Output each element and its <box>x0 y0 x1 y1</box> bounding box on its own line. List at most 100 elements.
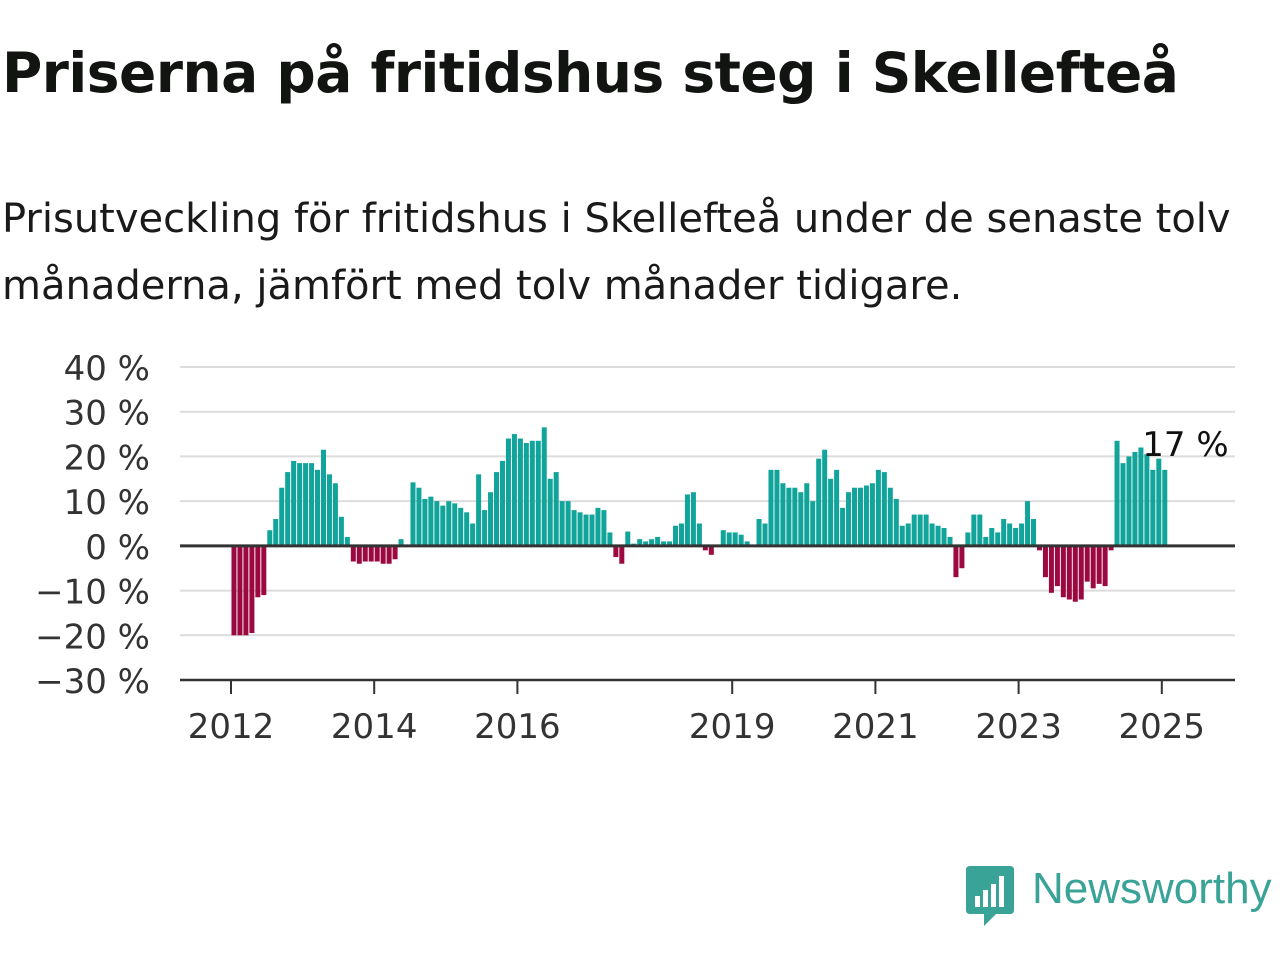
bar <box>774 469 780 546</box>
bar <box>1102 545 1108 587</box>
bar <box>601 510 607 546</box>
bar <box>1048 545 1054 593</box>
bar <box>523 443 529 546</box>
bar <box>344 536 350 546</box>
bar <box>738 534 744 546</box>
bar <box>1138 447 1144 546</box>
bar <box>744 541 750 546</box>
bar <box>684 494 690 546</box>
bar <box>303 463 309 546</box>
bar <box>840 507 846 546</box>
bar <box>315 469 321 546</box>
bar <box>649 539 655 546</box>
bar <box>965 532 971 546</box>
bar <box>1054 545 1060 587</box>
bar <box>243 545 249 636</box>
bar <box>810 501 816 546</box>
bar <box>231 545 237 636</box>
x-tick-label: 2021 <box>832 707 919 747</box>
bar <box>249 545 255 634</box>
bar <box>1132 451 1138 546</box>
bar <box>619 545 625 564</box>
bar <box>1156 458 1162 546</box>
bar <box>798 492 804 546</box>
y-tick-label: −20 % <box>35 617 150 657</box>
bar <box>881 472 887 546</box>
bar <box>410 482 416 546</box>
bar <box>720 530 726 546</box>
bar <box>368 545 374 562</box>
bar <box>267 530 273 546</box>
bar <box>804 483 810 546</box>
axes <box>180 544 1235 682</box>
bar <box>398 539 404 546</box>
bar <box>1162 469 1168 546</box>
bar <box>1007 523 1013 546</box>
bar <box>786 487 792 546</box>
bar <box>1120 463 1126 546</box>
bar <box>607 532 613 546</box>
bar <box>273 519 279 546</box>
bar <box>416 487 422 546</box>
bar <box>547 478 553 546</box>
x-tick-label: 2023 <box>975 707 1062 747</box>
bar <box>726 532 732 546</box>
bar <box>1042 545 1048 578</box>
bar <box>1114 440 1120 546</box>
bar <box>529 440 535 546</box>
bar <box>959 545 965 569</box>
x-tick-label: 2019 <box>689 707 776 747</box>
bar <box>482 510 488 546</box>
bar <box>1090 545 1096 589</box>
bar <box>1144 454 1150 546</box>
y-axis-tick-labels: 40 % 30 %20 % 10 % 0 % −10 %−20 % −30 % <box>35 349 150 702</box>
bar <box>696 523 702 546</box>
bar <box>338 516 344 546</box>
bar <box>846 492 852 546</box>
bar <box>577 512 583 546</box>
bar <box>875 469 881 546</box>
bar <box>762 523 768 546</box>
bar <box>929 523 935 546</box>
bar <box>828 478 834 546</box>
bar <box>285 472 291 546</box>
bar <box>499 460 505 546</box>
bar <box>279 487 285 546</box>
gridlines <box>180 366 1235 637</box>
bar <box>917 514 923 546</box>
y-tick-label: 0 % <box>85 528 150 568</box>
bar <box>1126 456 1132 546</box>
bar <box>953 545 959 578</box>
bar <box>983 536 989 546</box>
chart-subtitle: Prisutveckling för fritidshus i Skelleft… <box>2 196 1231 309</box>
bar <box>380 545 386 564</box>
bar <box>434 501 440 546</box>
bar <box>261 545 267 596</box>
bar <box>655 536 661 546</box>
bar <box>297 463 303 546</box>
bar <box>452 503 458 546</box>
bar <box>1078 545 1084 600</box>
y-tick-label: −30 % <box>35 662 150 702</box>
bar <box>1072 545 1078 602</box>
bar <box>1096 545 1102 584</box>
bar <box>690 492 696 546</box>
bar <box>386 545 392 564</box>
bar <box>255 545 261 598</box>
bar <box>565 501 571 546</box>
annotations: 17 % <box>1142 425 1228 465</box>
bar <box>589 514 595 546</box>
bar <box>535 440 541 546</box>
bar <box>320 449 326 546</box>
bar <box>863 485 869 546</box>
bar <box>780 483 786 546</box>
bar <box>911 514 917 546</box>
bar <box>428 496 434 546</box>
bar <box>446 501 452 546</box>
bar <box>857 487 863 546</box>
bar <box>505 438 511 546</box>
bar <box>899 525 905 546</box>
bar <box>935 525 941 546</box>
bar <box>1031 519 1037 546</box>
bar <box>1013 527 1019 546</box>
